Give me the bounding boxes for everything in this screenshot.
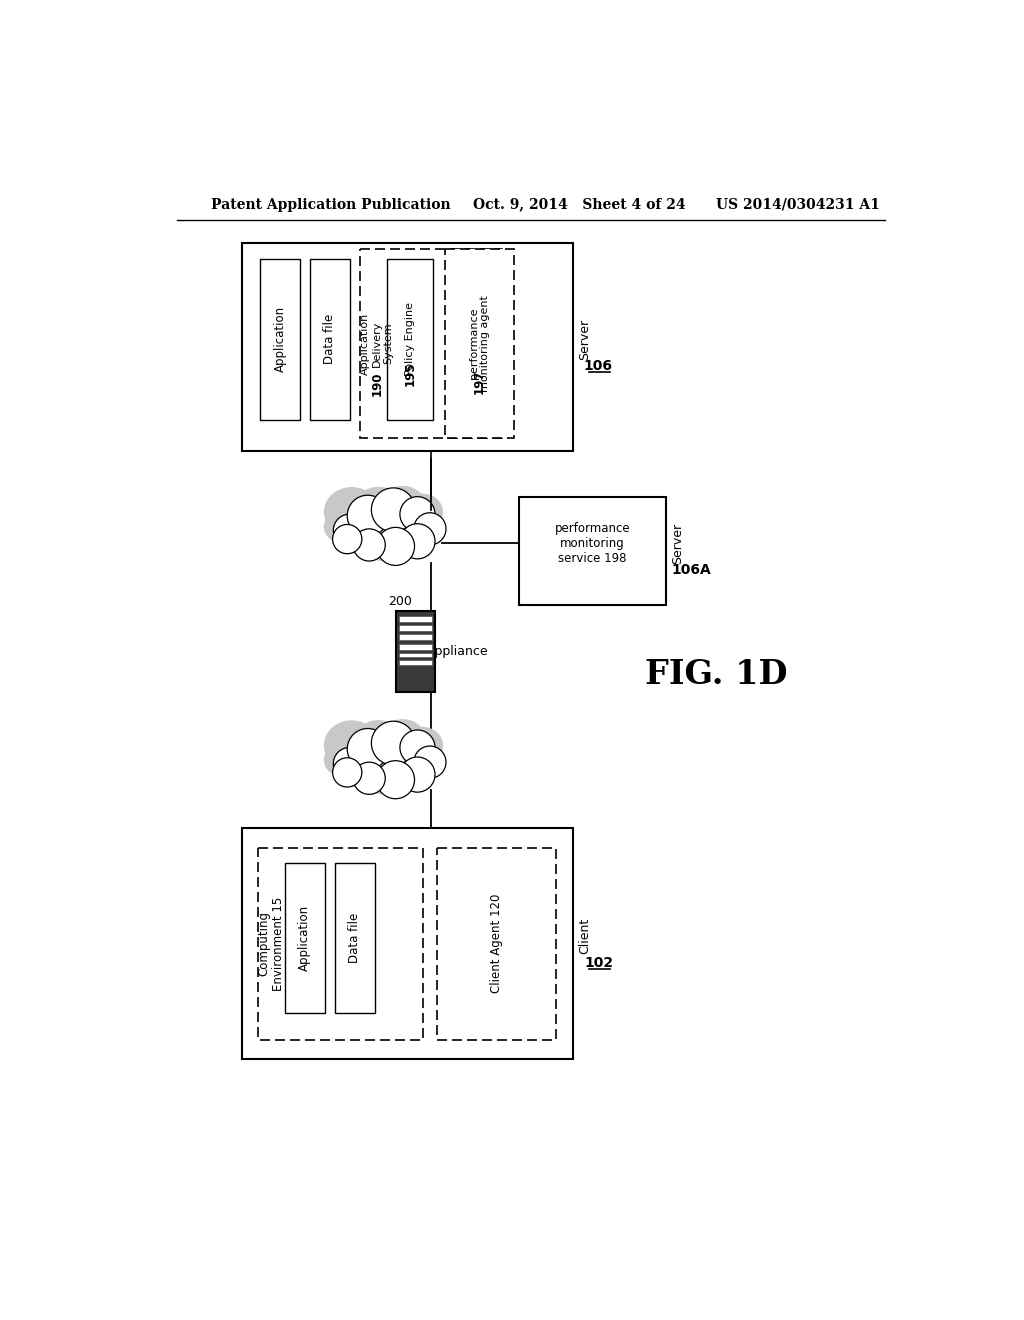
Ellipse shape — [380, 486, 426, 528]
Bar — [243, 829, 573, 1059]
Bar — [519, 498, 666, 605]
Text: 102: 102 — [584, 956, 613, 970]
Circle shape — [372, 721, 416, 766]
Text: 195: 195 — [403, 362, 417, 387]
Text: 200: 200 — [388, 595, 412, 609]
Bar — [260, 259, 300, 420]
Text: 104': 104' — [383, 528, 410, 541]
Ellipse shape — [337, 751, 377, 787]
Text: Application: Application — [298, 906, 311, 972]
Bar — [399, 653, 432, 657]
Text: Network: Network — [370, 516, 422, 529]
Circle shape — [347, 729, 388, 770]
Bar — [243, 243, 573, 451]
Ellipse shape — [324, 511, 360, 543]
Text: Application: Application — [273, 306, 287, 372]
Circle shape — [400, 496, 435, 532]
Ellipse shape — [353, 487, 404, 533]
Ellipse shape — [380, 719, 426, 762]
Text: Network: Network — [370, 750, 422, 763]
Text: 106A: 106A — [672, 564, 711, 577]
Text: Policy Engine: Policy Engine — [406, 302, 415, 376]
Ellipse shape — [324, 721, 380, 771]
Circle shape — [347, 495, 388, 536]
Ellipse shape — [360, 755, 404, 795]
Ellipse shape — [324, 743, 360, 776]
Bar — [444, 249, 514, 438]
Ellipse shape — [360, 521, 404, 561]
Circle shape — [334, 747, 366, 780]
Circle shape — [334, 515, 366, 546]
Bar — [437, 847, 556, 1040]
Circle shape — [377, 760, 415, 799]
Text: Server: Server — [671, 523, 684, 564]
Text: 104: 104 — [384, 762, 409, 775]
Circle shape — [333, 758, 361, 787]
Text: 190: 190 — [371, 371, 383, 396]
Bar — [399, 635, 432, 640]
Circle shape — [414, 746, 446, 779]
Text: FIG. 1D: FIG. 1D — [644, 657, 787, 690]
Ellipse shape — [402, 727, 443, 764]
Ellipse shape — [387, 519, 428, 556]
Text: Data file: Data file — [324, 314, 337, 364]
Circle shape — [414, 512, 446, 545]
Text: Data file: Data file — [348, 913, 361, 964]
Ellipse shape — [387, 752, 428, 789]
Bar — [399, 626, 432, 631]
Bar — [335, 863, 375, 1014]
Circle shape — [333, 524, 361, 553]
Text: 106: 106 — [584, 359, 612, 374]
Text: Oct. 9, 2014   Sheet 4 of 24: Oct. 9, 2014 Sheet 4 of 24 — [473, 198, 686, 211]
Text: Server: Server — [579, 319, 592, 360]
Circle shape — [377, 528, 415, 565]
Text: Client: Client — [579, 917, 592, 954]
Text: performance
monitoring
service 198: performance monitoring service 198 — [555, 521, 631, 565]
Bar — [396, 611, 435, 692]
Circle shape — [400, 730, 435, 766]
Text: Patent Application Publication: Patent Application Publication — [211, 198, 451, 211]
Circle shape — [353, 762, 385, 795]
Bar — [258, 847, 423, 1040]
Text: US 2014/0304231 A1: US 2014/0304231 A1 — [716, 198, 880, 211]
Text: Computing
Environment 15: Computing Environment 15 — [257, 896, 286, 991]
Circle shape — [353, 529, 385, 561]
Ellipse shape — [353, 721, 404, 766]
Circle shape — [400, 758, 435, 792]
Circle shape — [400, 524, 435, 558]
Bar — [285, 863, 325, 1014]
Bar — [399, 660, 432, 665]
Ellipse shape — [408, 511, 444, 543]
Bar — [399, 644, 432, 649]
Bar — [387, 259, 433, 420]
Bar — [310, 259, 350, 420]
Ellipse shape — [408, 743, 444, 776]
Ellipse shape — [337, 519, 377, 554]
Text: 197: 197 — [473, 370, 485, 395]
Text: Application
Delivery
System: Application Delivery System — [360, 313, 393, 375]
Circle shape — [372, 488, 416, 532]
Ellipse shape — [324, 487, 380, 537]
Bar — [360, 249, 503, 438]
Text: Client Agent 120: Client Agent 120 — [490, 894, 503, 994]
Text: performance
monitoring agent: performance monitoring agent — [469, 296, 490, 392]
Text: Appliance: Appliance — [427, 644, 488, 657]
Ellipse shape — [402, 494, 443, 531]
Bar — [399, 615, 432, 622]
